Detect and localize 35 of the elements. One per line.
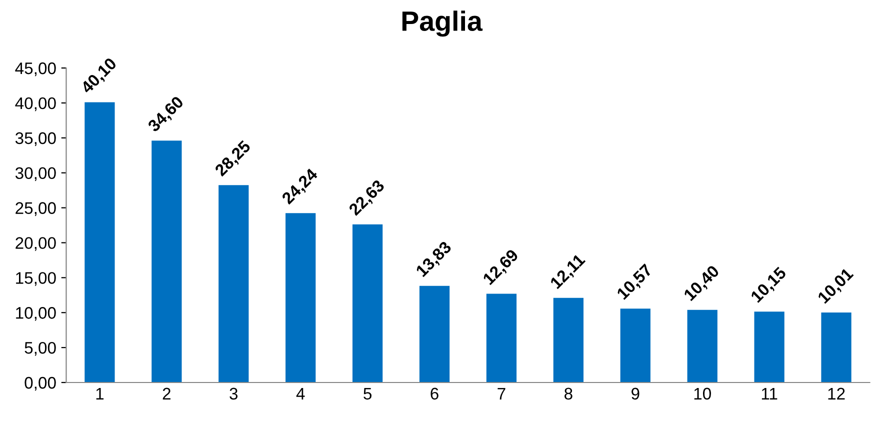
bar — [218, 185, 249, 382]
x-tick-label: 7 — [498, 388, 506, 400]
y-tick-label: 0,00 — [24, 376, 56, 391]
x-tick-label: 6 — [430, 388, 438, 400]
x-tick-label: 8 — [564, 388, 572, 400]
y-tick-label: 25,00 — [16, 202, 56, 216]
x-tick-label: 3 — [230, 388, 238, 400]
y-tick-label: 35,00 — [15, 132, 56, 146]
x-tick-label: 5 — [364, 388, 372, 400]
bar — [152, 140, 182, 382]
bar — [754, 312, 784, 382]
y-tick-label: 40,00 — [15, 97, 56, 112]
x-tick-label: 12 — [828, 388, 845, 400]
x-tick-label: 10 — [694, 388, 711, 400]
x-tick-label: 2 — [162, 388, 170, 400]
x-tick-label: 1 — [96, 388, 104, 400]
chart-title: Paglia — [402, 10, 483, 37]
bar — [486, 294, 517, 382]
y-tick-label: 30,00 — [15, 167, 56, 182]
x-tick-label: 11 — [762, 388, 778, 400]
y-tick-label: 45,00 — [15, 62, 56, 76]
bar — [286, 213, 316, 382]
y-tick-label: 5,00 — [24, 342, 56, 356]
bar — [821, 312, 852, 382]
y-tick-label: 10,00 — [16, 307, 56, 321]
x-tick-label: 4 — [296, 388, 305, 400]
bar — [553, 298, 584, 382]
bar — [84, 102, 115, 382]
y-tick-label: 15,00 — [16, 272, 56, 286]
x-tick-label: 9 — [632, 388, 640, 400]
bar — [419, 286, 450, 382]
y-tick-label: 20,00 — [16, 237, 56, 251]
bar — [687, 310, 718, 382]
bar — [352, 224, 383, 382]
bar — [620, 308, 650, 382]
